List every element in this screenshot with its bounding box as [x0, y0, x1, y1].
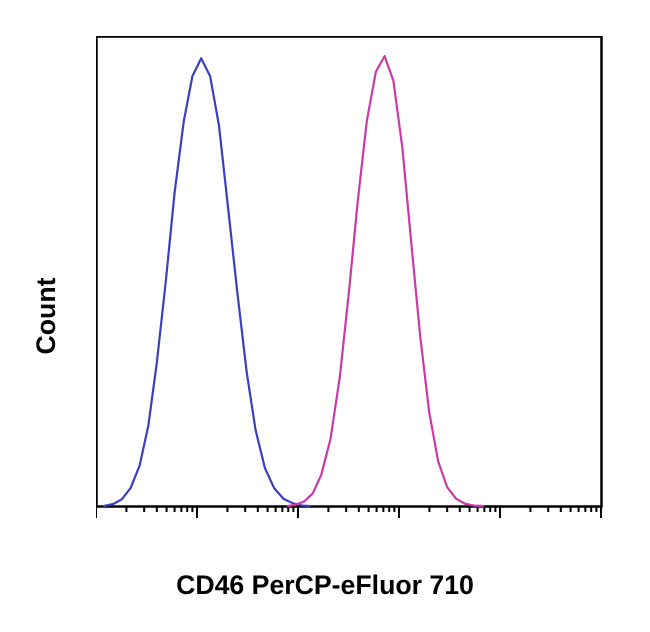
y-axis-label: Count [31, 278, 62, 355]
series-cd46-stained [288, 56, 483, 506]
flow-cytometry-histogram: Count CD46 PerCP-eFluor 710 [0, 0, 650, 632]
x-axis-label: CD46 PerCP-eFluor 710 [0, 570, 650, 601]
series-control [104, 58, 310, 506]
plot-area [96, 36, 603, 524]
